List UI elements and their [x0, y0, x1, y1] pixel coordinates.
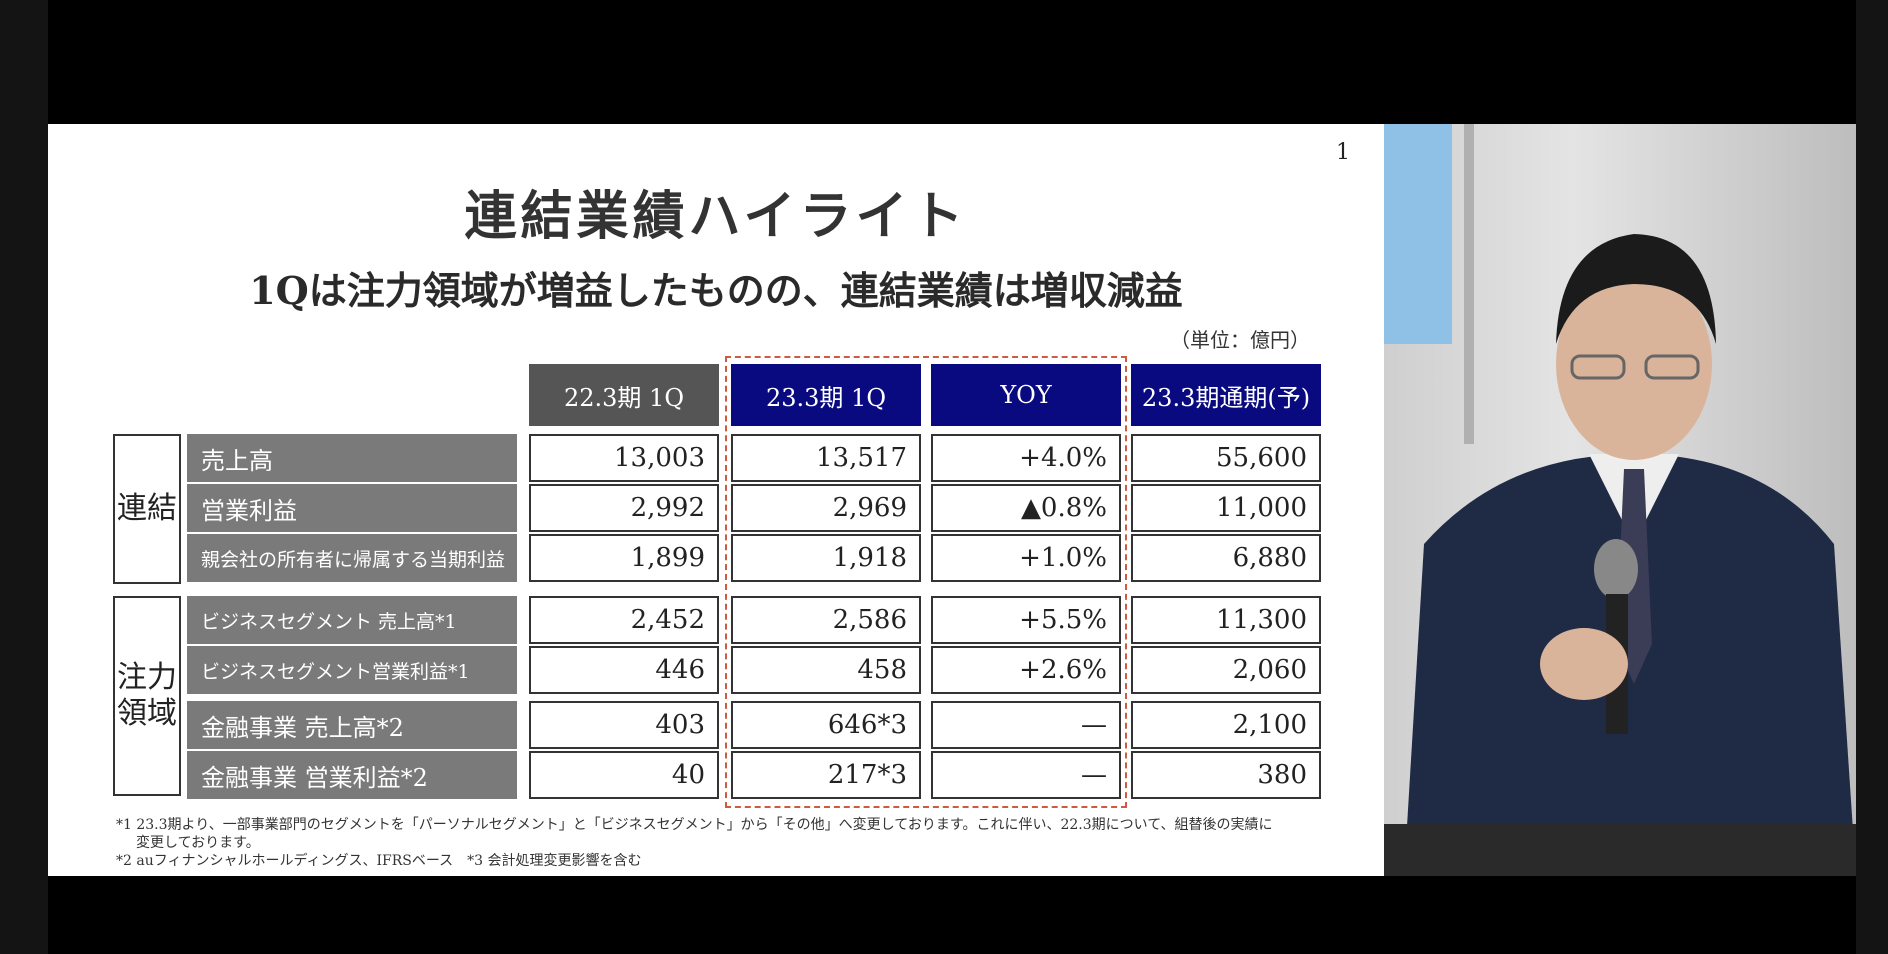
left-letterbox: [0, 0, 48, 954]
unit-label: （単位：億円）: [1170, 328, 1310, 352]
speaker-video: [1384, 124, 1856, 876]
table-cell: —: [931, 751, 1121, 799]
highlight-box: [725, 356, 1127, 808]
table-cell: 2,586: [731, 596, 921, 644]
table-cell: 13,003: [529, 434, 719, 482]
table-cell: +2.6%: [931, 646, 1121, 694]
table-cell: 646*3: [731, 701, 921, 749]
table-cell: +5.5%: [931, 596, 1121, 644]
table-cell: 2,452: [529, 596, 719, 644]
table-cell: 11,300: [1131, 596, 1321, 644]
row-label: 金融事業 売上高*2: [187, 701, 517, 749]
table-cell: 458: [731, 646, 921, 694]
page-number: 1: [1336, 140, 1350, 165]
table-cell: 1,899: [529, 534, 719, 582]
podium: [1384, 824, 1856, 876]
header-22-1q: 22.3期 1Q: [529, 364, 719, 426]
table-cell: —: [931, 701, 1121, 749]
group-focus-areas: 注力 領域: [113, 596, 181, 796]
table-cell: 446: [529, 646, 719, 694]
slide-title: 連結業績ハイライト: [464, 186, 968, 247]
table-cell: 13,517: [731, 434, 921, 482]
table-cell: 217*3: [731, 751, 921, 799]
slide-subtitle: 1Qは注力領域が増益したものの、連結業績は増収減益: [249, 268, 1183, 313]
table-cell: 2,992: [529, 484, 719, 532]
table-cell: 380: [1131, 751, 1321, 799]
footnote-1: *1 23.3期より、一部事業部門のセグメントを「パーソナルセグメント」と「ビジ…: [116, 817, 1273, 833]
background-screen: [1384, 124, 1452, 344]
row-label: ビジネスセグメント 売上高*1: [187, 596, 517, 644]
table-cell: +4.0%: [931, 434, 1121, 482]
table-cell: 403: [529, 701, 719, 749]
table-cell: 6,880: [1131, 534, 1321, 582]
table-cell: 2,060: [1131, 646, 1321, 694]
row-label: 金融事業 営業利益*2: [187, 751, 517, 799]
header-yoy: YOY: [931, 364, 1121, 426]
background-stand: [1464, 124, 1474, 444]
table-cell: 1,918: [731, 534, 921, 582]
footnote-2-3: *2 auフィナンシャルホールディングス、IFRSベース *3 会計処理変更影響…: [116, 853, 642, 869]
speaker-figure: [1404, 234, 1856, 876]
row-label: 営業利益: [187, 484, 517, 532]
table-cell: 55,600: [1131, 434, 1321, 482]
row-label: 親会社の所有者に帰属する当期利益: [187, 534, 517, 582]
table-cell: 40: [529, 751, 719, 799]
group-consolidated: 連結: [113, 434, 181, 584]
table-cell: 2,969: [731, 484, 921, 532]
table-cell: +1.0%: [931, 534, 1121, 582]
table-cell: 11,000: [1131, 484, 1321, 532]
table-cell: 2,100: [1131, 701, 1321, 749]
row-label: 売上高: [187, 434, 517, 482]
footnote-1-cont: 変更しております。: [136, 835, 260, 851]
header-23-full: 23.3期通期(予): [1131, 364, 1321, 426]
row-label: ビジネスセグメント営業利益*1: [187, 646, 517, 694]
header-23-1q: 23.3期 1Q: [731, 364, 921, 426]
presentation-slide: 1 連結業績ハイライト 1Qは注力領域が増益したものの、連結業績は増収減益 （単…: [48, 124, 1384, 876]
right-letterbox: [1856, 0, 1888, 954]
table-cell: ▲0.8%: [931, 484, 1121, 532]
